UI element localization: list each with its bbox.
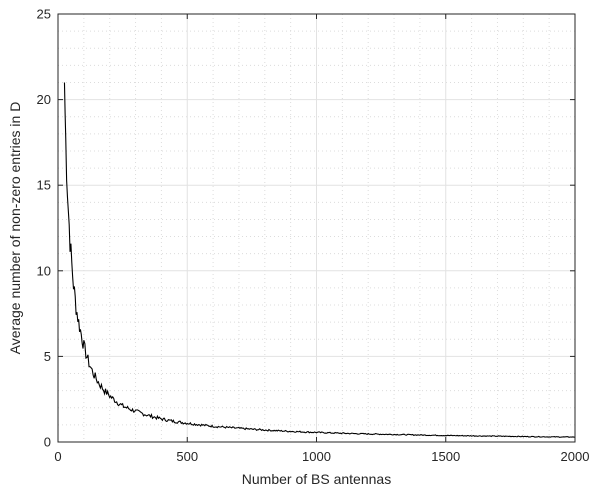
ticks-layer: 0 500 1000 1500 2000 0 5 10 15 20 25	[37, 7, 590, 465]
y-tick-label: 15	[37, 178, 51, 193]
series-layer	[63, 82, 576, 438]
x-tick-label: 1500	[431, 449, 460, 464]
y-axis-label: Average number of non-zero entries in D	[7, 102, 23, 355]
series-line	[63, 82, 576, 438]
x-tick-label: 0	[54, 449, 61, 464]
y-tick-label: 5	[44, 349, 51, 364]
y-tick-label: 25	[37, 7, 51, 22]
y-tick-label: 20	[37, 92, 51, 107]
x-tick-label: 500	[176, 449, 198, 464]
y-tick-label: 10	[37, 263, 51, 278]
x-tick-label: 1000	[302, 449, 331, 464]
x-tick-label: 2000	[561, 449, 590, 464]
x-axis-label: Number of BS antennas	[242, 471, 391, 487]
y-tick-label: 0	[44, 435, 51, 450]
minor-grid	[58, 14, 575, 442]
